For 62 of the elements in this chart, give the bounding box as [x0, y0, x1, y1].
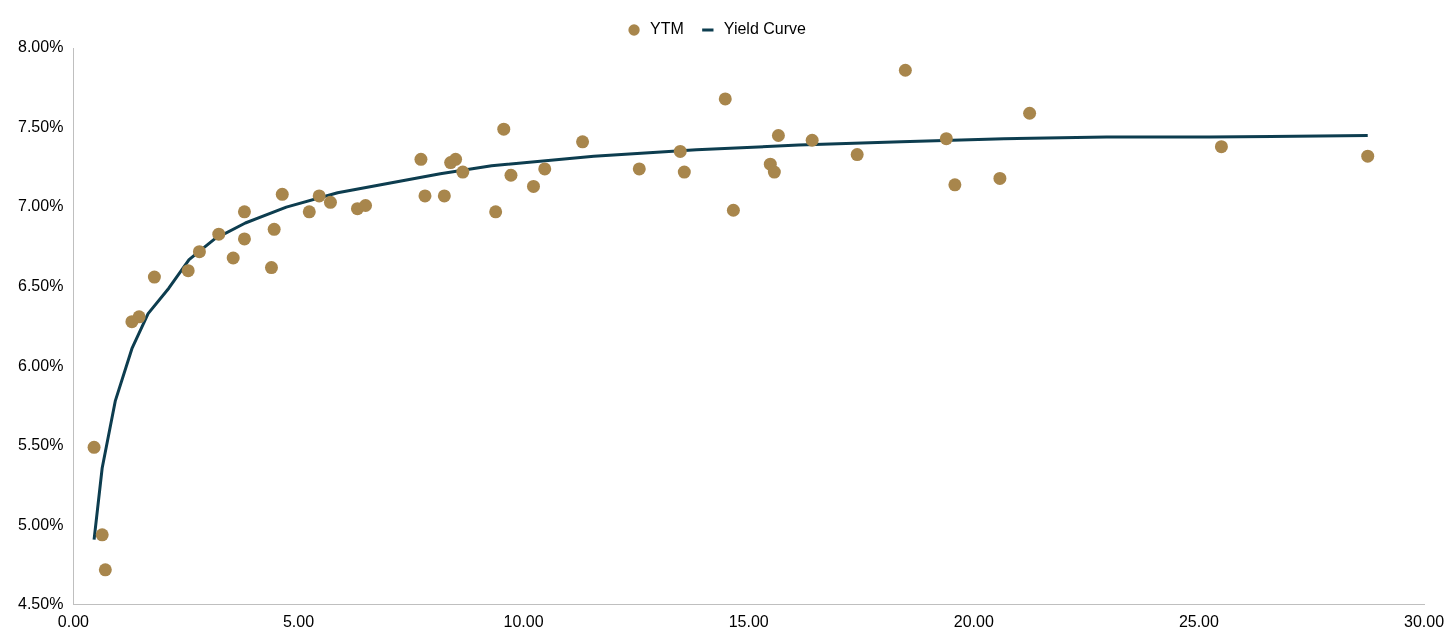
point — [632, 162, 646, 176]
point — [95, 528, 109, 542]
y-tick-label: 7.50% — [17, 117, 64, 135]
point — [948, 178, 962, 192]
point — [497, 122, 511, 136]
point — [264, 261, 278, 275]
legend-label: Yield Curve — [723, 20, 807, 38]
point — [237, 232, 251, 246]
point — [192, 245, 206, 259]
x-tick-label: 25.00 — [1178, 612, 1220, 630]
point — [850, 148, 864, 162]
point — [267, 222, 281, 236]
point — [437, 189, 451, 203]
y-tick-label: 6.00% — [17, 356, 64, 374]
point — [767, 165, 781, 179]
y-tick-label: 4.50% — [17, 595, 64, 613]
point — [726, 203, 740, 217]
y-tick-label: 7.00% — [17, 197, 64, 215]
point — [718, 92, 732, 106]
point — [212, 227, 226, 241]
point — [456, 165, 470, 179]
point — [226, 251, 240, 265]
y-tick-label: 5.00% — [17, 515, 64, 533]
y-tick-label: 5.50% — [17, 436, 64, 454]
point — [323, 195, 337, 209]
point — [898, 63, 912, 77]
point — [1214, 140, 1228, 154]
x-tick-label: 0.00 — [57, 612, 90, 630]
point — [98, 563, 112, 577]
x-tick-label: 10.00 — [503, 612, 544, 630]
x-tick-label: 5.00 — [282, 612, 315, 630]
point — [771, 129, 785, 142]
point — [414, 152, 428, 166]
point — [87, 440, 101, 454]
point — [449, 152, 463, 166]
point — [132, 310, 146, 324]
point — [312, 189, 326, 203]
x-tick-label: 30.00 — [1403, 612, 1445, 630]
point — [1361, 149, 1375, 163]
y-tick-label: 8.00% — [17, 38, 64, 56]
point — [677, 165, 691, 179]
point — [1023, 106, 1037, 120]
point — [147, 270, 161, 284]
point — [673, 144, 687, 158]
point — [939, 132, 953, 146]
point — [805, 133, 819, 147]
point — [302, 205, 316, 219]
point — [359, 199, 373, 212]
y-tick-label: 6.50% — [17, 277, 64, 295]
point — [237, 205, 251, 219]
point — [489, 205, 503, 219]
x-tick-label: 20.00 — [953, 612, 994, 630]
legend-label: YTM — [650, 20, 684, 38]
point — [181, 264, 195, 278]
point — [275, 187, 289, 201]
point — [576, 135, 590, 149]
point — [993, 171, 1007, 185]
point — [538, 162, 552, 176]
point — [526, 179, 540, 193]
x-tick-label: 15.00 — [728, 612, 769, 630]
point — [418, 189, 432, 203]
point — [504, 168, 518, 182]
